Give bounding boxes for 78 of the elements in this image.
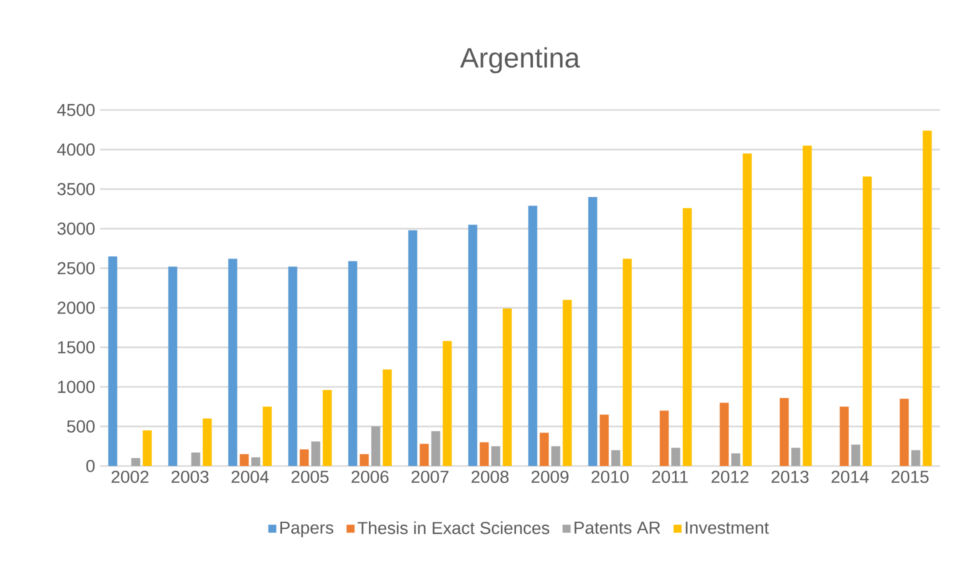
bar <box>442 340 452 466</box>
bar <box>408 230 418 466</box>
y-tick-label: 1000 <box>58 380 95 394</box>
y-tick-label: 4500 <box>57 104 95 116</box>
bar <box>300 449 309 466</box>
y-tick-label: 2500 <box>58 262 95 274</box>
bar <box>288 266 298 466</box>
bar <box>228 258 238 466</box>
y-tick-label: 3500 <box>57 182 95 196</box>
bar <box>720 402 729 466</box>
x-tick-label: 2007 <box>412 470 448 483</box>
x-tick-label: 2005 <box>292 470 329 483</box>
x-tick-label: 2012 <box>712 470 748 483</box>
bar <box>600 414 609 466</box>
x-tick-label: 2008 <box>472 470 509 483</box>
x-tick-label: 2011 <box>652 470 688 483</box>
bar <box>240 454 249 466</box>
bar <box>540 432 549 466</box>
x-tick-label: 2004 <box>232 470 269 483</box>
bar <box>671 448 680 466</box>
bar <box>322 390 332 466</box>
y-tick-label: 1500 <box>58 341 95 354</box>
x-tick-label: 2002 <box>112 470 148 483</box>
bar <box>502 308 512 466</box>
bar <box>491 446 500 466</box>
bar <box>371 426 380 466</box>
y-tick-label: 3000 <box>57 222 95 235</box>
bar <box>528 206 538 466</box>
bar <box>108 256 118 466</box>
legend-label: Investment <box>686 522 769 534</box>
bar <box>360 454 369 466</box>
bar <box>922 130 932 466</box>
bar <box>840 406 849 466</box>
bar <box>742 154 752 466</box>
y-tick-label: 500 <box>67 420 95 433</box>
bar <box>802 146 812 466</box>
bar <box>202 418 212 466</box>
bar <box>551 446 560 466</box>
bar <box>420 444 429 466</box>
bar <box>191 452 200 466</box>
x-tick-label: 2003 <box>172 470 209 483</box>
chart-title: Argentina <box>460 47 580 74</box>
bar <box>622 258 632 466</box>
bar <box>348 261 358 466</box>
y-tick-label: 0 <box>86 460 95 472</box>
bar <box>900 398 909 466</box>
bar <box>131 458 140 466</box>
y-tick-label: 4000 <box>57 143 95 156</box>
bar <box>611 450 620 466</box>
x-tick-label: 2010 <box>592 470 629 483</box>
bar <box>862 176 872 466</box>
y-tick-label: 2000 <box>58 302 95 314</box>
bar <box>142 430 152 466</box>
bar <box>851 444 860 466</box>
bar <box>588 197 598 466</box>
bar <box>468 224 478 466</box>
x-tick-label: 2013 <box>772 470 809 483</box>
bar <box>660 410 669 466</box>
x-tick-label: 2015 <box>892 470 929 483</box>
bar <box>431 431 440 466</box>
bar <box>311 441 320 466</box>
x-tick-label: 2009 <box>532 470 568 483</box>
x-tick-label: 2014 <box>832 470 869 483</box>
bar <box>168 266 178 466</box>
bar <box>780 398 789 466</box>
bar <box>262 406 272 466</box>
legend-label: Thesis in Exact Sciences <box>358 521 550 534</box>
bar <box>791 448 800 466</box>
bar <box>480 442 489 466</box>
bar <box>251 457 260 466</box>
bar <box>731 453 740 466</box>
bar <box>562 300 572 466</box>
bar <box>682 208 692 466</box>
bar <box>911 450 920 466</box>
legend-label: Patents AR <box>574 522 660 534</box>
legend-label: Papers <box>280 522 334 538</box>
x-tick-label: 2006 <box>352 470 389 483</box>
bar <box>382 369 392 466</box>
